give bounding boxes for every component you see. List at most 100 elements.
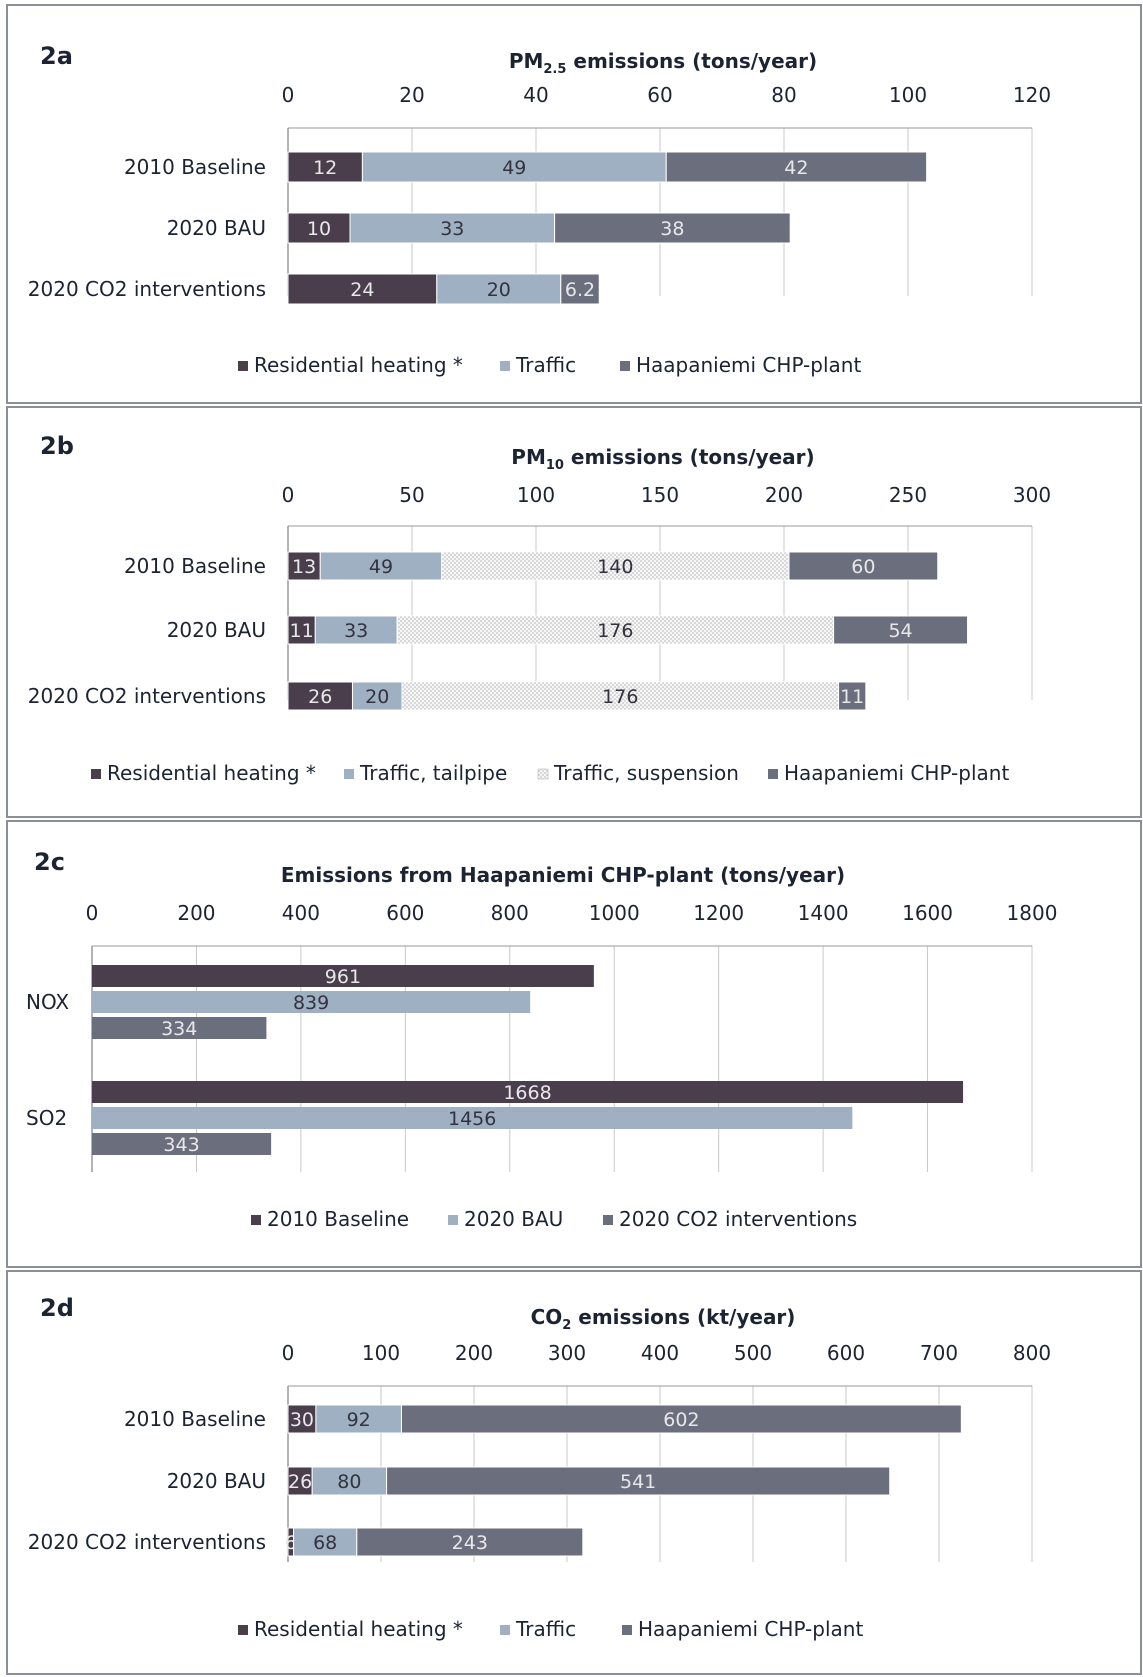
category-label: 2020 BAU [167, 1469, 266, 1493]
data-label: 176 [602, 686, 638, 708]
x-tick-label: 200 [765, 483, 803, 507]
x-tick-label: 800 [491, 901, 529, 925]
bar-segment [311, 1466, 388, 1496]
legend-swatch [768, 769, 778, 779]
category-label: 2020 BAU [167, 216, 266, 240]
x-tick-label: 150 [641, 483, 679, 507]
data-label: 839 [293, 992, 329, 1014]
x-tick-label: 300 [1013, 483, 1051, 507]
bar-segment [396, 615, 835, 645]
bar-segment [287, 681, 353, 711]
category-label: 2010 Baseline [124, 155, 266, 179]
x-tick-label: 1000 [589, 901, 640, 925]
data-label: 602 [663, 1409, 699, 1431]
x-tick-label: 600 [827, 1341, 865, 1365]
chart-2b: PM10 emissions (tons/year) 0 50 100 150 200 25… [28, 445, 1051, 785]
category-label: 2020 CO2 interventions [28, 684, 266, 708]
x-tick-label: 40 [523, 83, 548, 107]
panel-2b: 2b PM10 emissions (tons/year) 0 50 100 150 20… [6, 406, 1142, 818]
x-tick-label: 600 [386, 901, 424, 925]
bar-segment [386, 1466, 891, 1496]
legend-label: Residential heating * [254, 353, 463, 377]
legend-swatch [251, 1215, 261, 1225]
data-label: 13 [292, 556, 316, 578]
bar-segment [400, 1404, 962, 1434]
bar-segment [788, 551, 939, 581]
legend-swatch [344, 769, 354, 779]
bar [92, 991, 531, 1013]
bar [92, 1133, 272, 1155]
panel-2a: 2a PM2.5 emissions (tons/year) 0 20 40 60 80 1… [6, 4, 1142, 404]
chart-title-main: CO [531, 1305, 563, 1329]
legend-label: Haapaniemi CHP-plant [638, 1617, 863, 1641]
bar [92, 1081, 964, 1103]
x-tick-label: 80 [771, 83, 796, 107]
data-label: 176 [597, 620, 633, 642]
x-tick-label: 0 [282, 83, 295, 107]
x-tick-label: 0 [282, 1341, 295, 1365]
x-tick-label: 800 [1013, 1341, 1051, 1365]
x-tick-label: 100 [362, 1341, 400, 1365]
panel-2d: 2d CO2 emissions (kt/year) 0 100 200 300 400 5… [6, 1270, 1142, 1675]
chart-2c: Emissions from Haapaniemi CHP-plant (ton… [26, 863, 1057, 1231]
bar-segment [315, 1404, 402, 1434]
chart-title-subscript: 2.5 [543, 62, 566, 77]
data-label: 26 [308, 686, 332, 708]
category-label: SO2 [26, 1106, 67, 1130]
data-label: 54 [888, 620, 912, 642]
data-label: 11 [840, 686, 864, 708]
data-label: 30 [290, 1409, 314, 1431]
x-tick-label: 200 [455, 1341, 493, 1365]
chart-title: PM2.5 emissions (tons/year) [509, 49, 817, 77]
data-label: 68 [313, 1532, 337, 1554]
bar [92, 965, 594, 987]
data-label: 60 [851, 556, 875, 578]
bar [92, 1107, 853, 1129]
x-tick-label: 120 [1013, 83, 1051, 107]
category-label: 2020 CO2 interventions [28, 277, 266, 301]
x-tick-label: 50 [399, 483, 424, 507]
bar-segment [287, 273, 438, 305]
x-tick-label: 1600 [902, 901, 953, 925]
x-tick-label: 200 [177, 901, 215, 925]
legend-label: 2010 Baseline [267, 1207, 409, 1231]
data-label: 38 [660, 218, 684, 240]
chart-title: Emissions from Haapaniemi CHP-plant (ton… [281, 863, 845, 887]
data-label: 1456 [448, 1108, 496, 1130]
legend-label: Haapaniemi CHP-plant [636, 353, 861, 377]
category-label: 2020 BAU [167, 618, 266, 642]
x-tick-label: 60 [647, 83, 672, 107]
data-label: 49 [369, 556, 393, 578]
legend-label: 2020 BAU [464, 1207, 563, 1231]
legend-label: Traffic, suspension [553, 761, 739, 785]
bar-segment [314, 615, 398, 645]
legend-swatch [238, 1625, 248, 1635]
chart-title-main: PM [509, 49, 544, 73]
chart-title-rest: emissions (tons/year) [566, 49, 817, 73]
chart-2d: CO2 emissions (kt/year) 0 100 200 300 400 500 6… [28, 1305, 1051, 1641]
data-label: 20 [365, 686, 389, 708]
data-label: 140 [597, 556, 633, 578]
x-tick-label: 100 [889, 83, 927, 107]
x-tick-label: 300 [548, 1341, 586, 1365]
x-tick-label: 700 [920, 1341, 958, 1365]
data-label: 541 [620, 1471, 656, 1493]
data-label: 12 [313, 157, 337, 179]
bar-segment [665, 151, 928, 183]
bar-segment [349, 212, 556, 244]
x-tick-label: 0 [86, 901, 99, 925]
bar [92, 1017, 267, 1039]
panel-tag: 2a [40, 42, 73, 70]
chart-title-rest: emissions (kt/year) [571, 1305, 795, 1329]
legend-swatch [448, 1215, 458, 1225]
bar-segment [554, 212, 791, 244]
legend-swatch [238, 361, 248, 371]
legend-label: 2020 CO2 interventions [619, 1207, 857, 1231]
legend-swatch [622, 1625, 632, 1635]
bar-segment [287, 615, 316, 645]
panel-tag: 2b [40, 432, 74, 460]
x-tick-label: 20 [399, 83, 424, 107]
legend-label: Traffic, tailpipe [359, 761, 507, 785]
legend-swatch [500, 361, 510, 371]
x-tick-label: 400 [641, 1341, 679, 1365]
